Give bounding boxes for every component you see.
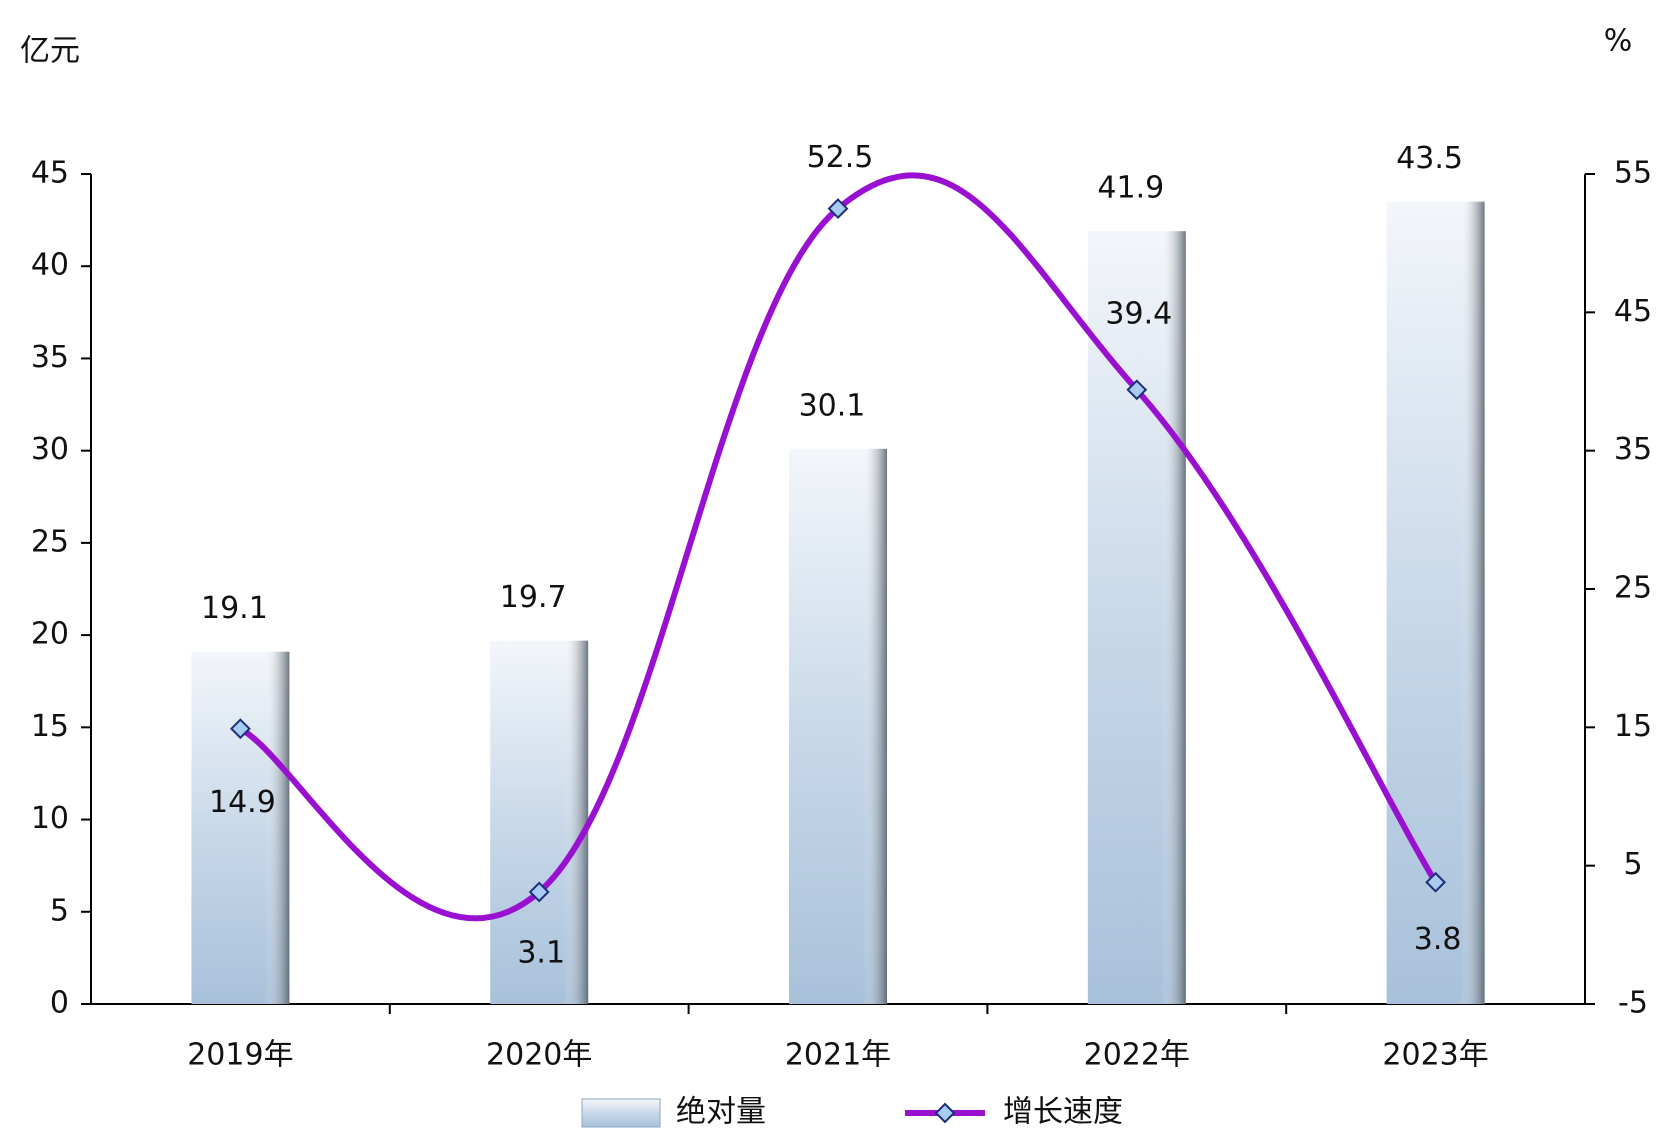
y-tick-label: 15 [31, 709, 69, 744]
line [238, 172, 1439, 922]
y-axis-unit: 亿元 [20, 34, 80, 69]
line-marker [1425, 871, 1447, 893]
y2-tick-label: 55 [1614, 156, 1652, 191]
bar-value-label: 43.5 [1396, 141, 1463, 176]
legend-marker [934, 1102, 956, 1124]
line-value-label: 52.5 [807, 140, 874, 175]
bar-value-label: 30.1 [799, 388, 866, 423]
y-tick-label: 45 [31, 156, 69, 191]
line-marker [229, 718, 251, 740]
x-tick-label: 2020年 [486, 1038, 592, 1073]
bar-shade [789, 448, 887, 1004]
bar-value-label: 19.7 [500, 580, 567, 615]
line-value-label: 3.1 [517, 935, 565, 970]
bar-shade [191, 651, 290, 1004]
bar-shade [1087, 231, 1186, 1004]
y-tick-label: 20 [31, 617, 69, 652]
bar-shade [1386, 201, 1485, 1004]
y2-tick-label: 25 [1614, 571, 1652, 606]
y-tick-label: 5 [50, 893, 69, 928]
bar-value-label: 41.9 [1097, 171, 1164, 206]
y2-axis-unit: % [1604, 24, 1633, 59]
x-tick-label: 2023年 [1382, 1038, 1488, 1073]
line-marker [528, 881, 550, 903]
y-tick-label: 30 [31, 432, 69, 467]
y2-tick-label: 45 [1614, 294, 1652, 329]
bar-value-label: 19.1 [201, 591, 268, 626]
line-marker [1126, 379, 1148, 401]
line-value-label: 14.9 [209, 785, 276, 820]
y-tick-label: 0 [50, 986, 69, 1021]
legend-label: 增长速度 [1003, 1095, 1123, 1130]
y-tick-label: 35 [31, 340, 69, 375]
legend-swatch [581, 1098, 661, 1128]
x-tick-label: 2019年 [187, 1038, 293, 1073]
line-value-label: 39.4 [1105, 296, 1172, 331]
legend-label: 绝对量 [676, 1095, 766, 1130]
y2-tick-label: -5 [1618, 986, 1648, 1021]
line-marker [827, 198, 849, 219]
y2-tick-label: 35 [1614, 432, 1652, 467]
x-tick-label: 2021年 [785, 1038, 891, 1073]
y2-tick-label: 15 [1614, 709, 1652, 744]
x-tick-label: 2022年 [1084, 1038, 1190, 1073]
line-value-label: 3.8 [1414, 922, 1462, 957]
bar-shade [490, 640, 589, 1004]
y-tick-label: 40 [31, 248, 69, 283]
y2-tick-label: 5 [1623, 847, 1642, 882]
y-tick-label: 25 [31, 524, 69, 559]
y-tick-label: 10 [31, 801, 69, 836]
